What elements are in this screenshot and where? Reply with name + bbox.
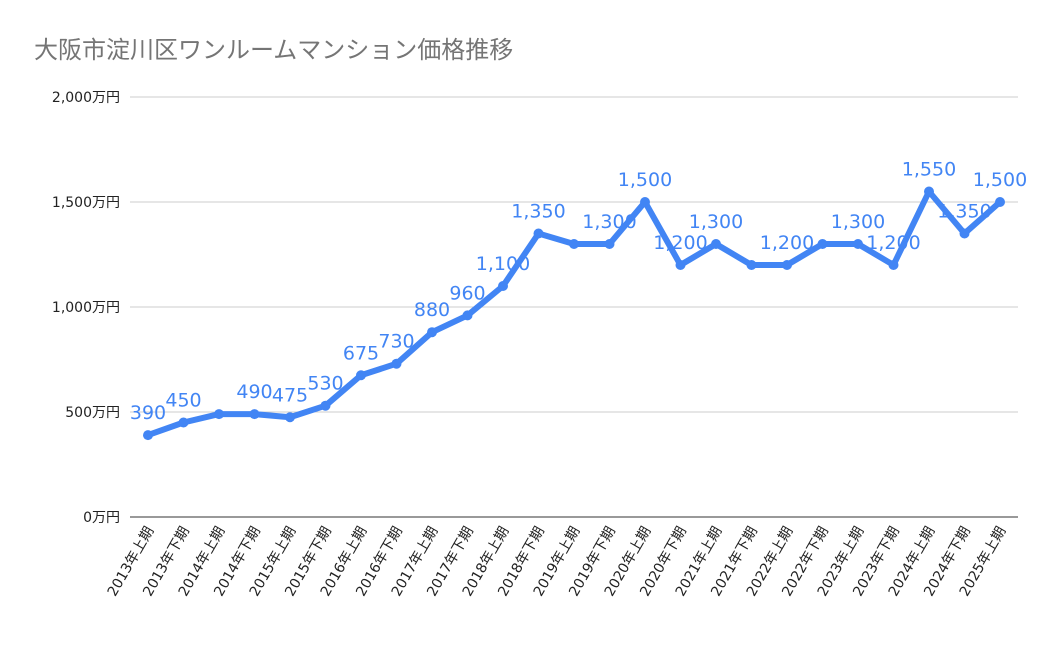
data-point (640, 197, 650, 207)
data-label: 490 (236, 381, 272, 403)
data-point (888, 260, 899, 270)
data-point (285, 412, 295, 423)
data-point (178, 417, 189, 428)
y-tick-label: 500万円 (65, 405, 120, 421)
data-point (427, 327, 437, 338)
data-label: 1,200 (866, 232, 920, 254)
data-label: 475 (272, 384, 308, 406)
data-point (924, 186, 934, 197)
data-label: 960 (449, 282, 485, 304)
data-label: 1,350 (511, 201, 565, 223)
data-label: 390 (130, 402, 166, 424)
data-label: 880 (414, 299, 450, 321)
data-label: 1,300 (689, 211, 743, 233)
data-point (569, 239, 579, 249)
chart-title: 大阪市淀川区ワンルームマンション価格推移 (34, 36, 514, 64)
y-tick-label: 1,500万円 (52, 195, 120, 211)
data-point (391, 358, 402, 369)
data-point (995, 197, 1005, 207)
y-tick-label: 2,000万円 (52, 90, 120, 106)
data-point (143, 430, 153, 441)
data-label: 1,100 (476, 253, 530, 275)
data-label: 450 (165, 390, 201, 412)
y-tick-label: 1,000万円 (52, 300, 120, 316)
data-point (214, 409, 224, 420)
data-label: 530 (307, 373, 343, 395)
data-label: 1,500 (973, 169, 1027, 191)
data-point (675, 260, 686, 270)
data-point (498, 281, 508, 291)
data-point (959, 228, 970, 239)
data-point (817, 239, 828, 249)
data-label: 1,500 (618, 169, 672, 191)
data-label: 730 (378, 331, 414, 353)
data-point (356, 370, 366, 381)
data-point (711, 239, 721, 249)
data-point (746, 260, 757, 270)
data-label: 1,300 (831, 211, 885, 233)
data-point (249, 409, 260, 420)
data-point (604, 239, 615, 249)
data-label: 1,200 (760, 232, 814, 254)
data-label: 1,200 (653, 232, 707, 254)
data-point (462, 310, 473, 321)
data-point (320, 400, 331, 411)
data-point (782, 260, 792, 270)
data-point (853, 239, 863, 249)
data-label: 1,550 (902, 159, 956, 181)
data-label: 675 (343, 342, 379, 364)
data-label: 1,350 (937, 201, 991, 223)
data-point (533, 228, 544, 239)
data-label: 1,300 (582, 211, 636, 233)
y-tick-label: 0万円 (83, 510, 120, 526)
